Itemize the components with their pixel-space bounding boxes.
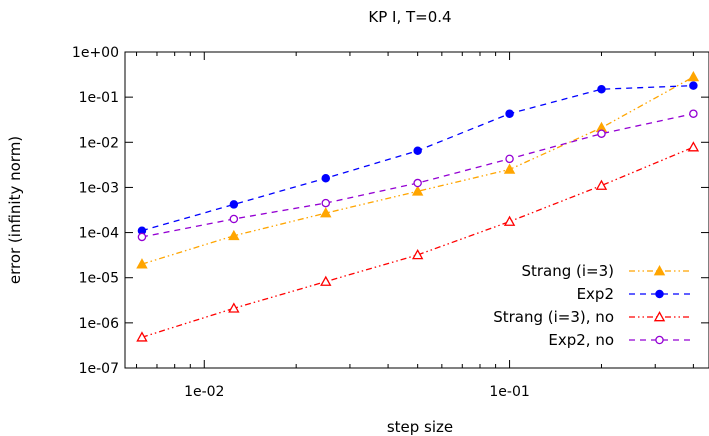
- x-tick-label: 1e-01: [489, 384, 529, 400]
- data-point: [653, 311, 666, 322]
- data-point: [505, 109, 514, 118]
- y-tick-label: 1e-06: [79, 316, 119, 332]
- legend-label: Strang (i=3), no: [493, 308, 614, 326]
- data-point: [595, 179, 608, 190]
- y-tick-label: 1e+00: [72, 45, 119, 61]
- data-point: [687, 141, 700, 152]
- data-point: [655, 335, 664, 345]
- data-point: [228, 302, 240, 313]
- data-point: [655, 289, 664, 299]
- x-axis: 1e-02 1e-01: [136, 52, 694, 400]
- data-point: [321, 198, 331, 208]
- data-point: [411, 185, 424, 196]
- series-line: [141, 76, 694, 265]
- legend-label: Exp2: [577, 285, 614, 303]
- y-tick-label: 1e-05: [79, 271, 119, 287]
- data-point: [321, 173, 331, 183]
- data-point: [136, 258, 148, 269]
- data-point: [136, 331, 148, 342]
- series-line: [141, 113, 694, 238]
- data-point: [228, 229, 240, 241]
- data-point: [503, 163, 516, 174]
- x-axis-label: step size: [387, 418, 453, 436]
- data-point: [411, 248, 424, 260]
- series-4: [137, 109, 698, 242]
- data-point: [413, 146, 422, 155]
- y-axis-label: error (infinity norm): [6, 136, 24, 284]
- y-tick-label: 1e-01: [79, 90, 119, 106]
- data-point: [687, 71, 700, 82]
- y-tick-label: 1e-03: [79, 180, 119, 196]
- legend-label: Exp2, no: [548, 331, 614, 349]
- data-point: [229, 200, 239, 209]
- data-point: [137, 232, 147, 242]
- data-point: [689, 109, 698, 118]
- legend: Strang (i=3) Exp2 Strang (i=3), no Exp2, no: [493, 262, 690, 349]
- data-point: [653, 265, 666, 276]
- data-point: [689, 81, 698, 90]
- series-1: [136, 71, 700, 269]
- y-axis: 1e+00 1e-01 1e-02 1e-03 1e-04 1e-05 1e-06 1e-07: [72, 45, 709, 377]
- y-tick-label: 1e-04: [79, 226, 119, 242]
- chart-title: KP I, T=0.4: [368, 8, 451, 26]
- series-2: [137, 81, 698, 235]
- series-3: [136, 141, 700, 342]
- series-line: [141, 84, 694, 232]
- data-point: [413, 178, 422, 188]
- x-tick-label: 1e-02: [184, 384, 224, 400]
- data-point: [597, 129, 606, 138]
- data-point: [320, 275, 332, 286]
- plot-frame: [124, 51, 709, 369]
- data-point: [505, 154, 514, 164]
- legend-label: Strang (i=3): [521, 262, 614, 280]
- series-layer: [136, 71, 700, 342]
- y-tick-label: 1e-07: [79, 361, 119, 377]
- y-tick-label: 1e-02: [79, 135, 119, 151]
- data-point: [597, 84, 606, 94]
- data-point: [320, 207, 332, 218]
- data-point: [229, 214, 239, 224]
- data-point: [503, 215, 516, 226]
